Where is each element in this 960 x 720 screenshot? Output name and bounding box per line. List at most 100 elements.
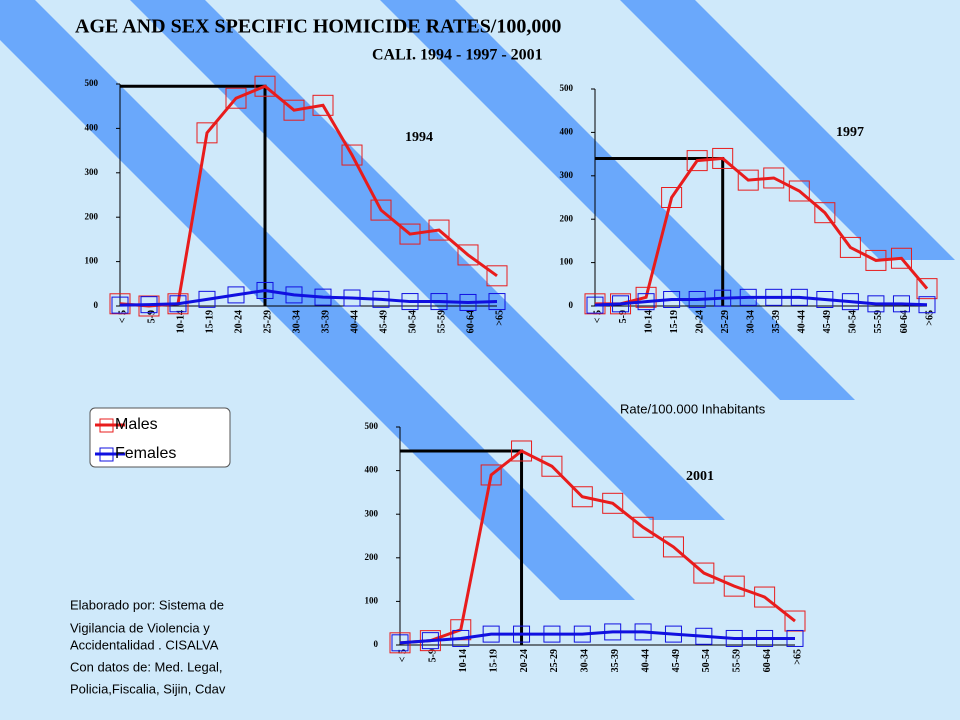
point-marker — [867, 295, 885, 313]
point-marker — [401, 293, 419, 311]
y-tick-label: 100 — [365, 595, 379, 605]
x-tick-label: 25-29 — [549, 649, 560, 672]
y-tick-label: 200 — [560, 213, 574, 223]
point-marker — [457, 244, 479, 266]
x-tick-label: 45-49 — [671, 649, 682, 672]
credit-line: Con datos de: Med. Legal, — [70, 659, 223, 674]
x-tick-label: 50-54 — [701, 649, 712, 672]
x-tick-label: 15-19 — [669, 310, 680, 333]
x-tick-label: 55-59 — [732, 649, 743, 672]
point-marker — [227, 286, 245, 304]
x-tick-label: >65 — [924, 310, 935, 326]
point-marker — [602, 492, 624, 514]
y-tick-label: 300 — [85, 167, 99, 177]
point-marker — [391, 634, 409, 652]
legend-box — [89, 407, 231, 468]
x-tick-label: 35-39 — [610, 649, 621, 672]
point-marker — [693, 562, 715, 584]
point-marker — [890, 247, 912, 269]
x-tick-label: 5-9 — [618, 310, 629, 323]
point-marker — [372, 290, 390, 308]
legend-label: Females — [115, 445, 176, 462]
series-line — [594, 295, 928, 307]
point-marker — [482, 625, 500, 643]
x-tick-label: 20-24 — [694, 310, 705, 333]
point-marker — [688, 290, 706, 308]
point-marker — [632, 516, 654, 538]
point-marker — [763, 167, 785, 189]
stripe — [620, 0, 955, 260]
series-line — [119, 288, 498, 307]
point-marker — [839, 236, 861, 258]
x-tick-label: 35-39 — [320, 310, 331, 333]
x-tick-label: 15-19 — [204, 310, 215, 333]
x-tick-label: 10-14 — [175, 310, 186, 333]
y-tick-label: 400 — [85, 122, 99, 132]
legend-label: Males — [115, 416, 158, 433]
point-marker — [841, 293, 859, 311]
x-tick-label: 10-14 — [458, 649, 469, 672]
x-tick-label: < 5 — [117, 310, 128, 323]
point-marker — [662, 536, 684, 558]
point-marker — [399, 223, 421, 245]
point-marker — [111, 296, 129, 314]
y-tick-label: 100 — [560, 257, 574, 267]
y-tick-label: 0 — [569, 300, 574, 310]
point-marker — [198, 290, 216, 308]
legend: Males Females — [89, 407, 231, 468]
point-marker — [421, 632, 439, 650]
series-line — [399, 630, 795, 645]
point-marker — [586, 296, 604, 314]
y-tick-label: 500 — [85, 78, 99, 88]
y-tick-label: 300 — [365, 508, 379, 518]
point-marker — [459, 293, 477, 311]
point-marker — [663, 290, 681, 308]
point-marker — [712, 147, 734, 169]
point-marker — [513, 625, 531, 643]
point-marker — [604, 623, 622, 641]
x-tick-label: 5-9 — [428, 649, 439, 662]
y-tick-label: 100 — [85, 256, 99, 266]
series-line — [595, 156, 929, 306]
chart-title: 1997 — [836, 125, 864, 140]
slide-title: AGE AND SEX SPECIFIC HOMICIDE RATES/100,… — [75, 16, 561, 38]
x-tick-label: 30-34 — [580, 649, 591, 672]
credit-line: Accidentalidad . CISALVA — [70, 637, 219, 652]
y-tick-label: 500 — [365, 421, 379, 431]
y-tick-label: 200 — [365, 552, 379, 562]
point-marker — [488, 293, 506, 311]
x-tick-label: 15-19 — [488, 649, 499, 672]
y-tick-label: 500 — [560, 83, 574, 93]
y-tick-label: 200 — [85, 211, 99, 221]
x-tick-label: 60-64 — [465, 310, 476, 333]
credit-line: Policia,Fiscalia, Sijin, Cdav — [70, 681, 226, 696]
point-marker — [634, 623, 652, 641]
axis-note: Rate/100.000 Inhabitants — [620, 401, 766, 416]
y-tick-label: 0 — [374, 639, 379, 649]
point-marker — [430, 293, 448, 311]
x-tick-label: 40-44 — [797, 310, 808, 333]
y-tick-label: 0 — [94, 300, 99, 310]
point-marker — [370, 199, 392, 221]
point-marker — [918, 296, 936, 314]
point-marker — [169, 295, 187, 313]
x-tick-label: 5-9 — [146, 310, 157, 323]
chart-title: 1994 — [405, 130, 433, 145]
point-marker — [739, 288, 757, 306]
point-marker — [786, 629, 804, 647]
x-tick-label: >65 — [792, 649, 803, 665]
point-marker — [637, 293, 655, 311]
x-tick-label: >65 — [494, 310, 505, 326]
point-marker — [343, 289, 361, 307]
point-marker — [754, 586, 776, 608]
x-tick-label: 55-59 — [873, 310, 884, 333]
point-marker — [635, 286, 657, 308]
point-marker — [612, 295, 630, 313]
point-marker — [916, 278, 938, 300]
point-marker — [814, 202, 836, 224]
x-tick-label: 30-34 — [291, 310, 302, 333]
point-marker — [314, 288, 332, 306]
x-tick-label: 55-59 — [436, 310, 447, 333]
